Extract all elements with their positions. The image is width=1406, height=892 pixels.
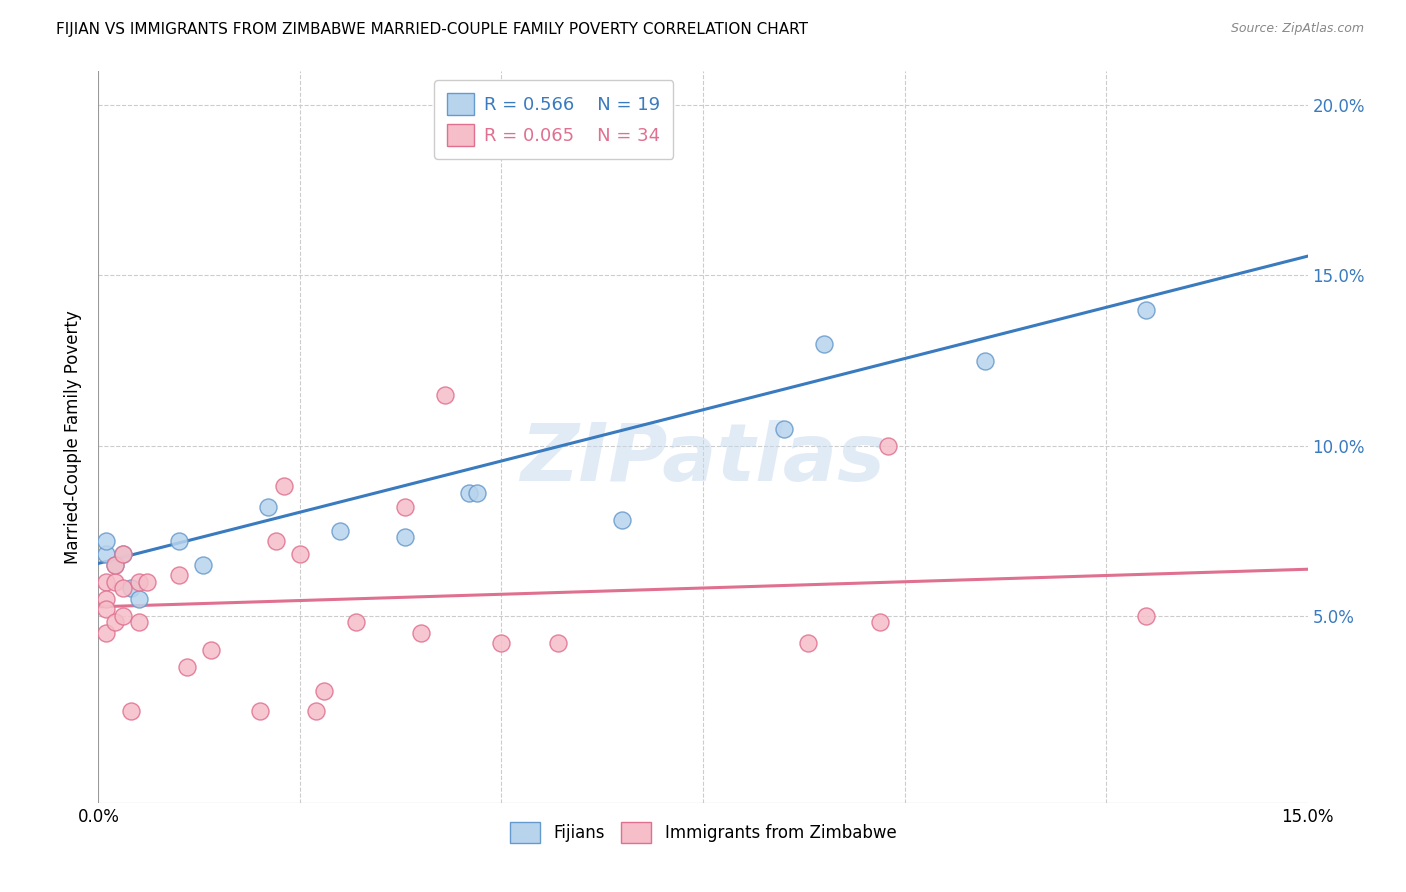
Point <box>612 513 634 527</box>
Point <box>96 574 118 589</box>
Point <box>1135 608 1157 623</box>
Point <box>394 531 416 545</box>
Point <box>305 704 328 718</box>
Point <box>314 683 336 698</box>
Point <box>434 387 457 401</box>
Point <box>869 615 891 630</box>
Text: FIJIAN VS IMMIGRANTS FROM ZIMBABWE MARRIED-COUPLE FAMILY POVERTY CORRELATION CHA: FIJIAN VS IMMIGRANTS FROM ZIMBABWE MARRI… <box>56 22 808 37</box>
Point <box>249 704 271 718</box>
Point <box>111 608 134 623</box>
Point <box>877 439 900 453</box>
Point <box>96 625 118 640</box>
Point <box>96 548 118 562</box>
Point <box>193 558 215 572</box>
Point <box>974 353 997 368</box>
Point <box>176 659 198 673</box>
Point <box>111 582 134 596</box>
Text: ZIPatlas: ZIPatlas <box>520 420 886 498</box>
Point <box>344 615 367 630</box>
Point <box>813 336 835 351</box>
Point <box>256 500 278 514</box>
Point <box>120 582 142 596</box>
Point <box>273 479 295 493</box>
Point <box>491 636 513 650</box>
Point <box>465 486 488 500</box>
Point <box>128 591 150 606</box>
Point <box>329 524 352 538</box>
Point <box>797 636 820 650</box>
Point <box>111 548 134 562</box>
Point <box>103 574 125 589</box>
Point <box>288 548 311 562</box>
Point <box>135 574 157 589</box>
Point <box>96 602 118 616</box>
Y-axis label: Married-Couple Family Poverty: Married-Couple Family Poverty <box>65 310 83 564</box>
Point <box>458 486 481 500</box>
Point <box>167 567 190 582</box>
Point <box>474 132 496 146</box>
Point <box>264 533 287 548</box>
Point <box>103 558 125 572</box>
Point <box>128 615 150 630</box>
Point <box>167 533 190 548</box>
Point <box>111 548 134 562</box>
Point <box>120 704 142 718</box>
Point <box>96 591 118 606</box>
Point <box>547 636 569 650</box>
Point <box>1135 302 1157 317</box>
Point <box>103 615 125 630</box>
Legend: Fijians, Immigrants from Zimbabwe: Fijians, Immigrants from Zimbabwe <box>503 815 903 849</box>
Point <box>200 642 222 657</box>
Point <box>772 421 794 435</box>
Text: Source: ZipAtlas.com: Source: ZipAtlas.com <box>1230 22 1364 36</box>
Point <box>128 574 150 589</box>
Point <box>103 558 125 572</box>
Point <box>409 625 432 640</box>
Point <box>96 533 118 548</box>
Point <box>394 500 416 514</box>
